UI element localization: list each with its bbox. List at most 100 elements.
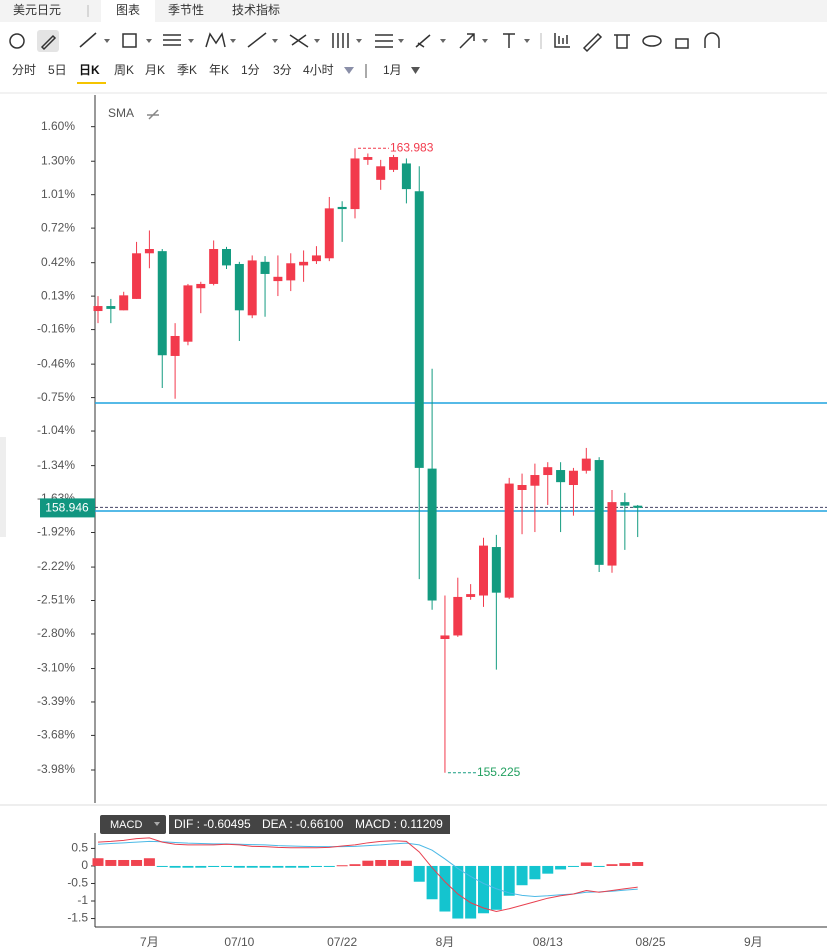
period[interactable]: 周K <box>114 63 134 77</box>
candle-body <box>530 475 540 486</box>
range-select[interactable]: 1月 <box>383 63 402 77</box>
indicator-name[interactable]: MACD <box>110 819 142 831</box>
macd-bar <box>182 865 194 868</box>
macd-bar <box>285 865 297 868</box>
tab[interactable]: 技术指标 <box>232 2 280 17</box>
macd-bar <box>413 865 425 882</box>
macd-bar <box>272 865 284 868</box>
period[interactable]: 5日 <box>48 63 67 77</box>
side-handle[interactable] <box>0 437 6 537</box>
indicator-select[interactable] <box>100 815 166 834</box>
tool-icon[interactable] <box>704 32 720 48</box>
candle-body <box>132 253 142 299</box>
tool-icon[interactable] <box>289 34 309 48</box>
candle-body <box>479 545 488 596</box>
tool-icon[interactable] <box>415 34 431 48</box>
macd-bar <box>439 865 451 912</box>
tool-icon[interactable] <box>122 33 137 48</box>
x-tick-label: 7月 <box>140 935 159 949</box>
macd-bar <box>452 865 464 919</box>
tab[interactable]: 图表 <box>116 3 140 17</box>
tab[interactable]: 季节性 <box>168 3 204 17</box>
macd-bar <box>465 865 477 919</box>
y-tick-label: -3.39% <box>37 694 75 708</box>
y-tick-label: -2.22% <box>37 559 75 573</box>
period[interactable]: 年K <box>209 63 229 77</box>
macd-bar <box>593 865 605 867</box>
macd-bar <box>619 863 631 866</box>
tool-icon[interactable] <box>332 33 349 48</box>
candle-body <box>106 306 116 309</box>
range-arrow[interactable] <box>411 67 420 74</box>
period[interactable]: 季K <box>177 63 197 77</box>
candle-body <box>466 594 476 597</box>
candle-body <box>517 485 527 490</box>
y-tick-label: -0.46% <box>37 356 75 370</box>
tool-icon[interactable] <box>9 33 25 49</box>
tool-icon[interactable] <box>614 34 630 49</box>
y-tick-label: -1.04% <box>37 423 75 437</box>
y-tick-label: 1.30% <box>41 153 75 167</box>
tool-icon[interactable] <box>642 35 662 47</box>
period-underline <box>77 82 106 84</box>
candle-body <box>568 470 578 486</box>
legend-entry: DEA : -0.66100 <box>262 817 344 831</box>
macd-bar <box>118 859 130 866</box>
macd-bar <box>298 865 310 868</box>
period[interactable]: 4小时 <box>303 63 334 77</box>
tool-icon[interactable] <box>205 32 226 48</box>
y-tick-label: -0.5 <box>67 876 88 890</box>
tool-icon[interactable] <box>503 33 515 48</box>
x-tick-label: 8月 <box>436 935 455 949</box>
dea-line <box>97 840 638 897</box>
macd-bar <box>490 865 502 910</box>
period[interactable]: 月K <box>145 63 165 77</box>
tool-icon[interactable] <box>675 38 689 49</box>
period[interactable]: 1分 <box>241 63 260 77</box>
macd-bar <box>580 862 592 866</box>
indicator-arrow[interactable] <box>154 822 160 826</box>
tool-icon[interactable] <box>40 34 57 51</box>
more-arrow[interactable] <box>344 67 354 74</box>
candle-body <box>119 295 129 311</box>
tool-icon[interactable] <box>163 34 181 46</box>
macd-bar <box>516 865 528 886</box>
macd-bar <box>208 865 220 868</box>
last-price-box <box>40 498 95 518</box>
tool-icon[interactable] <box>375 34 393 48</box>
macd-bar <box>195 865 207 868</box>
tool-icon[interactable] <box>459 33 475 49</box>
candle-body <box>363 157 373 160</box>
tool-icon[interactable] <box>247 32 267 48</box>
x-tick-label: 07/22 <box>327 935 357 949</box>
candle-body <box>594 460 604 565</box>
candle-body <box>504 483 514 598</box>
macd-bar <box>349 864 361 866</box>
tab-active <box>101 0 155 22</box>
x-tick-label: 08/25 <box>636 935 666 949</box>
candle-body <box>414 191 424 468</box>
macd-bar <box>542 865 554 874</box>
macd-bar <box>555 865 567 870</box>
candle-body <box>543 467 553 476</box>
period[interactable]: 分时 <box>12 63 36 77</box>
macd-bar <box>246 865 258 868</box>
candle-body <box>247 260 257 316</box>
tool-icon[interactable] <box>79 32 97 48</box>
macd-bar <box>503 865 515 896</box>
y-tick-label: 0.5 <box>71 841 88 855</box>
tool-icon[interactable] <box>554 33 570 48</box>
y-tick-label: 0.13% <box>41 288 75 302</box>
x-tick-label: 9月 <box>744 935 763 949</box>
y-tick-label: 1.01% <box>41 187 75 201</box>
candle-body <box>209 249 219 284</box>
y-tick-label: -0.16% <box>37 322 75 336</box>
period[interactable]: 3分 <box>273 63 292 77</box>
candle-body <box>234 263 244 311</box>
candle-body <box>222 249 231 266</box>
tool-icon[interactable] <box>582 32 603 53</box>
period[interactable]: 日K <box>79 63 100 77</box>
hide-icon[interactable] <box>147 109 159 120</box>
candle-body <box>260 261 270 274</box>
